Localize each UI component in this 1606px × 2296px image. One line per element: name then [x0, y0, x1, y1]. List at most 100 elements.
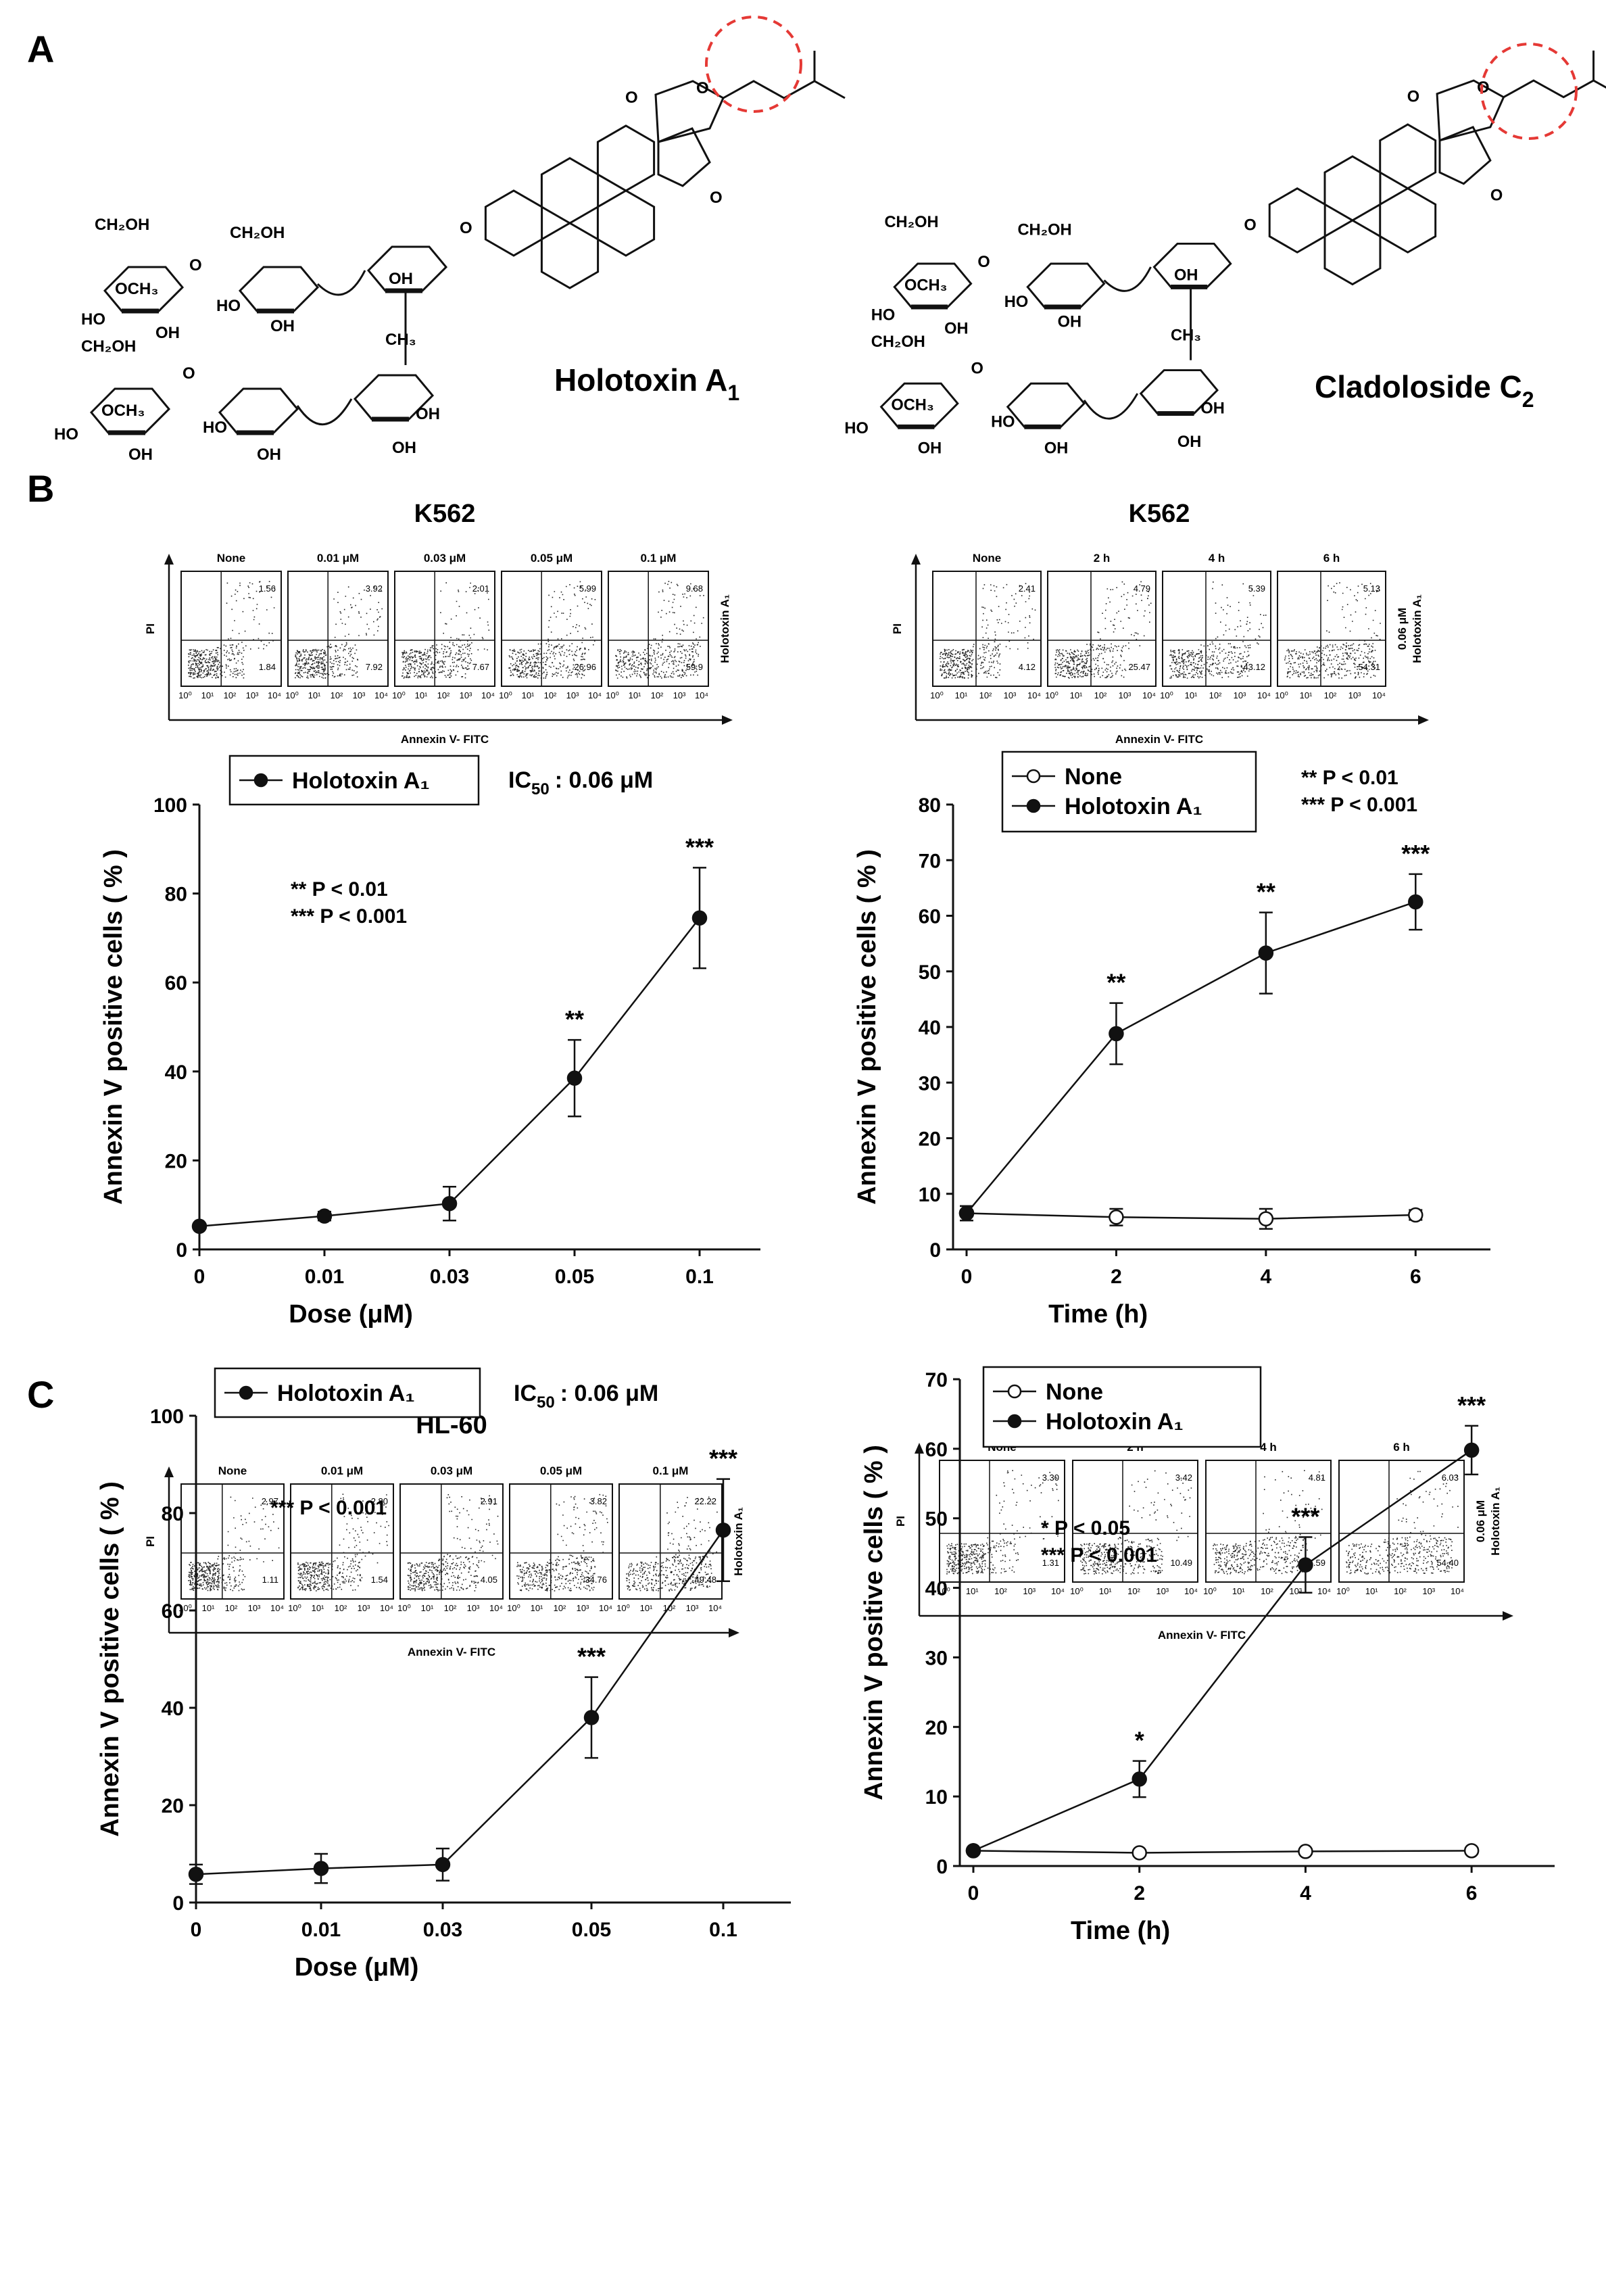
data-point-filled [316, 1208, 333, 1224]
flow-tick-label: 10¹ [1099, 1586, 1112, 1596]
quadrant-value-lower-right: 26.96 [574, 662, 596, 672]
data-point-filled [441, 1195, 458, 1212]
x-axis-title: Dose (μM) [289, 1300, 413, 1329]
flow-tick-label: 10³ [1422, 1586, 1435, 1596]
atom-label: CH₂OH [230, 224, 285, 242]
atom-label: O [1477, 79, 1489, 97]
flow-axis-arrow [164, 554, 174, 565]
flow-tick-label: 10² [437, 690, 450, 700]
flow-y-label: PI [891, 623, 904, 634]
atom-label: OH [1058, 314, 1081, 331]
ic50-value: : 0.06 μM [555, 767, 654, 793]
atom-label: O [1490, 187, 1503, 204]
sugar-ring [1139, 369, 1219, 415]
significance-mark: ** [565, 1005, 584, 1033]
quadrant-value-upper-right: 5.39 [1248, 583, 1265, 594]
flow-tick-label: 10⁰ [1070, 1586, 1084, 1596]
link-bond [296, 398, 353, 425]
legend-label: None [1046, 1379, 1103, 1405]
flow-events [1079, 1470, 1192, 1575]
flow-cell-line-title: K562 [1129, 500, 1190, 528]
flow-tick-label: 10³ [577, 1603, 589, 1613]
flow-tick-label: 10⁴ [588, 690, 602, 700]
flow-column-header: 0.01 μM [317, 552, 359, 565]
data-point-filled [1258, 945, 1274, 961]
flow-tick-label: 10² [1127, 1586, 1140, 1596]
y-tick-label: 70 [925, 1369, 948, 1391]
y-tick-label: 70 [919, 850, 941, 872]
y-tick-label: 20 [919, 1128, 941, 1151]
flow-tick-label: 10⁰ [616, 1603, 630, 1613]
atom-label: HO [54, 425, 78, 444]
x-tick-label: 0.01 [305, 1266, 344, 1288]
flow-events [1284, 582, 1381, 679]
quadrant-value-lower-right: 59.9 [686, 662, 703, 672]
x-tick-label: 6 [1466, 1882, 1478, 1905]
flow-side-label: Holotoxin A₁ [1411, 594, 1424, 663]
flow-tick-label: 10³ [686, 1603, 699, 1613]
x-tick-label: 0.1 [685, 1266, 714, 1288]
y-tick-label: 40 [165, 1061, 187, 1084]
flow-tick-label: 10³ [1156, 1586, 1169, 1596]
flow-events [516, 1493, 608, 1592]
legend-marker [1007, 1384, 1022, 1399]
link-bond [1083, 393, 1139, 420]
p-value-note: ** P < 0.01 [1301, 767, 1398, 789]
flow-tick-label: 10⁰ [606, 690, 619, 700]
flow-tick-label: 10³ [353, 690, 366, 700]
x-tick-label: 0.03 [423, 1919, 462, 1941]
atom-label: OH [416, 405, 440, 423]
y-tick-label: 0 [929, 1239, 941, 1262]
data-point-filled [1109, 1026, 1124, 1042]
flow-tick-label: 10³ [1234, 690, 1246, 700]
x-tick-label: 0.03 [430, 1266, 469, 1288]
atom-label: OH [257, 446, 281, 464]
quadrant-value-lower-right: 43.12 [1243, 662, 1265, 672]
flow-y-label: PI [894, 1516, 907, 1527]
sugar-ring [238, 266, 320, 312]
flow-column-header: 2 h [1094, 552, 1111, 565]
atom-label: OH [155, 324, 180, 342]
atom-label: HO [81, 310, 105, 329]
quadrant-value-lower-right: 4.05 [481, 1575, 497, 1585]
atom-label: HO [991, 413, 1015, 431]
flow-tick-label: 10¹ [312, 1603, 324, 1613]
flow-tick-label: 10³ [1289, 1586, 1302, 1596]
y-tick-label: 80 [162, 1503, 184, 1525]
legend-marker [1007, 1414, 1022, 1429]
legend-marker [239, 1385, 253, 1400]
flow-tick-label: 10⁴ [270, 1603, 284, 1613]
x-tick-label: 2 [1111, 1266, 1122, 1288]
atom-label: HO [844, 420, 868, 437]
ic50-label: IC50: 0.06 μM [508, 767, 653, 798]
quadrant-value-lower-right: 49.48 [694, 1575, 716, 1585]
flow-side-label: Holotoxin A₁ [732, 1507, 745, 1576]
y-axis-title: Annexin V positive cells ( % ) [96, 1481, 124, 1837]
significance-mark: * [1135, 1727, 1144, 1754]
flow-tick-label: 10² [225, 1603, 238, 1613]
flow-plot-box [180, 1483, 285, 1600]
significance-mark: ** [1106, 969, 1125, 997]
flow-tick-label: 10⁰ [285, 690, 299, 700]
x-tick-label: 0 [191, 1919, 202, 1941]
data-point-filled [1408, 894, 1424, 910]
x-axis-title: Time (h) [1048, 1300, 1148, 1329]
atom-label: OH [918, 440, 942, 458]
quadrant-value-lower-right: 7.92 [366, 662, 383, 672]
flow-tick-label: 10² [1094, 690, 1107, 700]
flow-plot-box [1277, 571, 1386, 687]
x-tick-label: 0 [968, 1882, 979, 1905]
flow-tick-label: 10⁴ [380, 1603, 393, 1613]
significance-mark: *** [709, 1445, 737, 1473]
legend-box [214, 1367, 481, 1418]
flow-tick-label: 10⁴ [1317, 1586, 1331, 1596]
flow-x-label: Annexin V- FITC [401, 733, 489, 746]
flow-events [1346, 1470, 1459, 1575]
x-tick-label: 4 [1261, 1266, 1272, 1288]
y-tick-label: 80 [165, 884, 187, 906]
highlight-circle [705, 16, 802, 113]
y-tick-label: 100 [153, 794, 187, 817]
